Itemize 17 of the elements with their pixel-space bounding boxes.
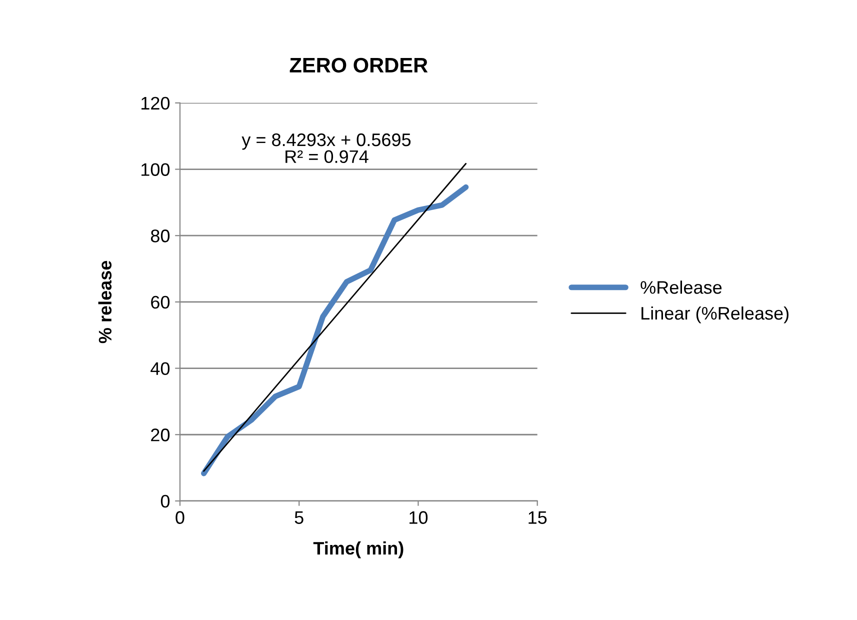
legend-label: %Release (640, 280, 722, 294)
legend-label: Linear (%Release) (642, 306, 788, 324)
y-tick-label: 40 (150, 362, 170, 375)
y-tick-label: 20 (151, 428, 170, 442)
x-tick-label: 5 (294, 511, 304, 524)
y-tick-label: 0 (160, 494, 170, 508)
annotation: y = 8.4293x + 0.5695 R² = 0.974 (242, 133, 411, 164)
x-tick-label: 0 (176, 511, 184, 524)
y-tick-label: 80 (150, 230, 170, 242)
x-tick-label: 15 (528, 511, 547, 524)
x-axis-title: Time( min) (313, 541, 404, 558)
y-tick-label: 100 (142, 163, 170, 176)
chart-title: ZERO ORDER (290, 58, 428, 73)
y-tick-label: 60 (151, 296, 170, 309)
x-tick-label: 10 (410, 511, 428, 524)
y-axis-title: % release (98, 260, 112, 344)
y-tick-label: 120 (142, 96, 170, 110)
